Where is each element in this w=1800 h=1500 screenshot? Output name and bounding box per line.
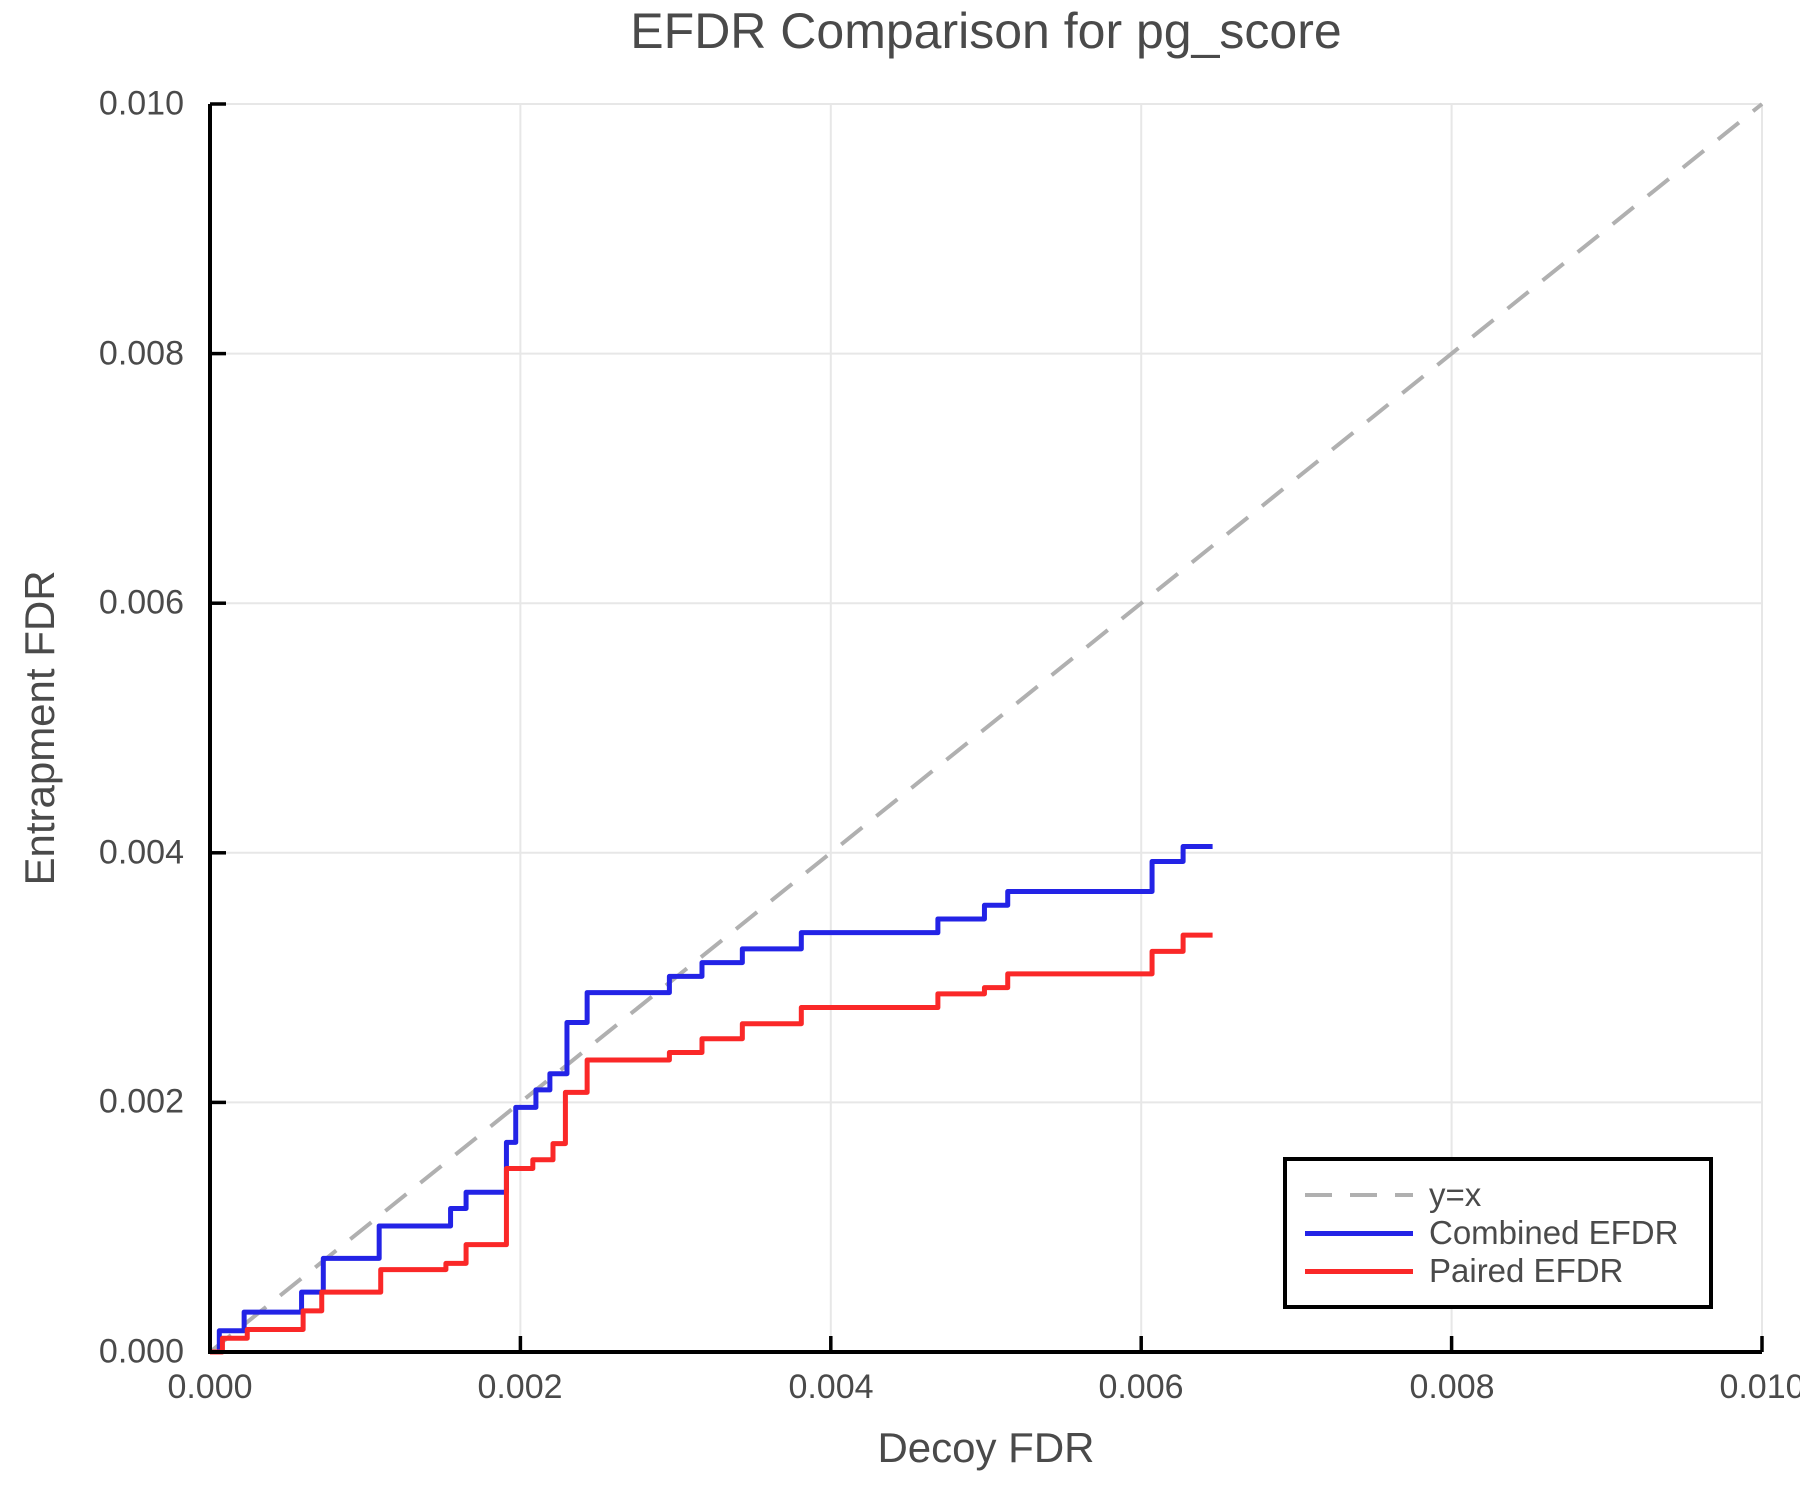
red-line-swatch-icon <box>1305 1268 1413 1274</box>
x-tick-label: 0.010 <box>1719 1368 1800 1406</box>
legend-entry-combined-efdr: Combined EFDR <box>1305 1214 1709 1252</box>
x-tick-label: 0.006 <box>1098 1368 1184 1406</box>
x-tick-label: 0.000 <box>167 1368 253 1406</box>
legend-label: Combined EFDR <box>1429 1214 1679 1251</box>
legend: y=x Combined EFDR Paired EFDR <box>1283 1157 1713 1309</box>
y-tick-label: 0.008 <box>98 334 184 373</box>
y-tick-label: 0.010 <box>98 84 184 123</box>
x-axis-title: Decoy FDR <box>877 1424 1095 1471</box>
dashed-line-swatch-icon <box>1305 1193 1413 1197</box>
x-tick-label: 0.004 <box>788 1368 874 1406</box>
x-tick-label: 0.008 <box>1409 1368 1495 1406</box>
chart-title: EFDR Comparison for pg_score <box>630 3 1342 59</box>
y-tick-label: 0.004 <box>98 833 184 872</box>
y-tick-label: 0.006 <box>98 583 184 622</box>
legend-label: y=x <box>1429 1176 1482 1213</box>
blue-line-swatch-icon <box>1305 1230 1413 1236</box>
y-tick-label: 0.002 <box>98 1082 184 1121</box>
x-tick-label: 0.002 <box>477 1368 563 1406</box>
legend-entry-yx: y=x <box>1305 1176 1709 1214</box>
legend-entry-paired-efdr: Paired EFDR <box>1305 1252 1709 1290</box>
legend-label: Paired EFDR <box>1429 1252 1624 1289</box>
y-tick-label: 0.000 <box>98 1332 184 1371</box>
